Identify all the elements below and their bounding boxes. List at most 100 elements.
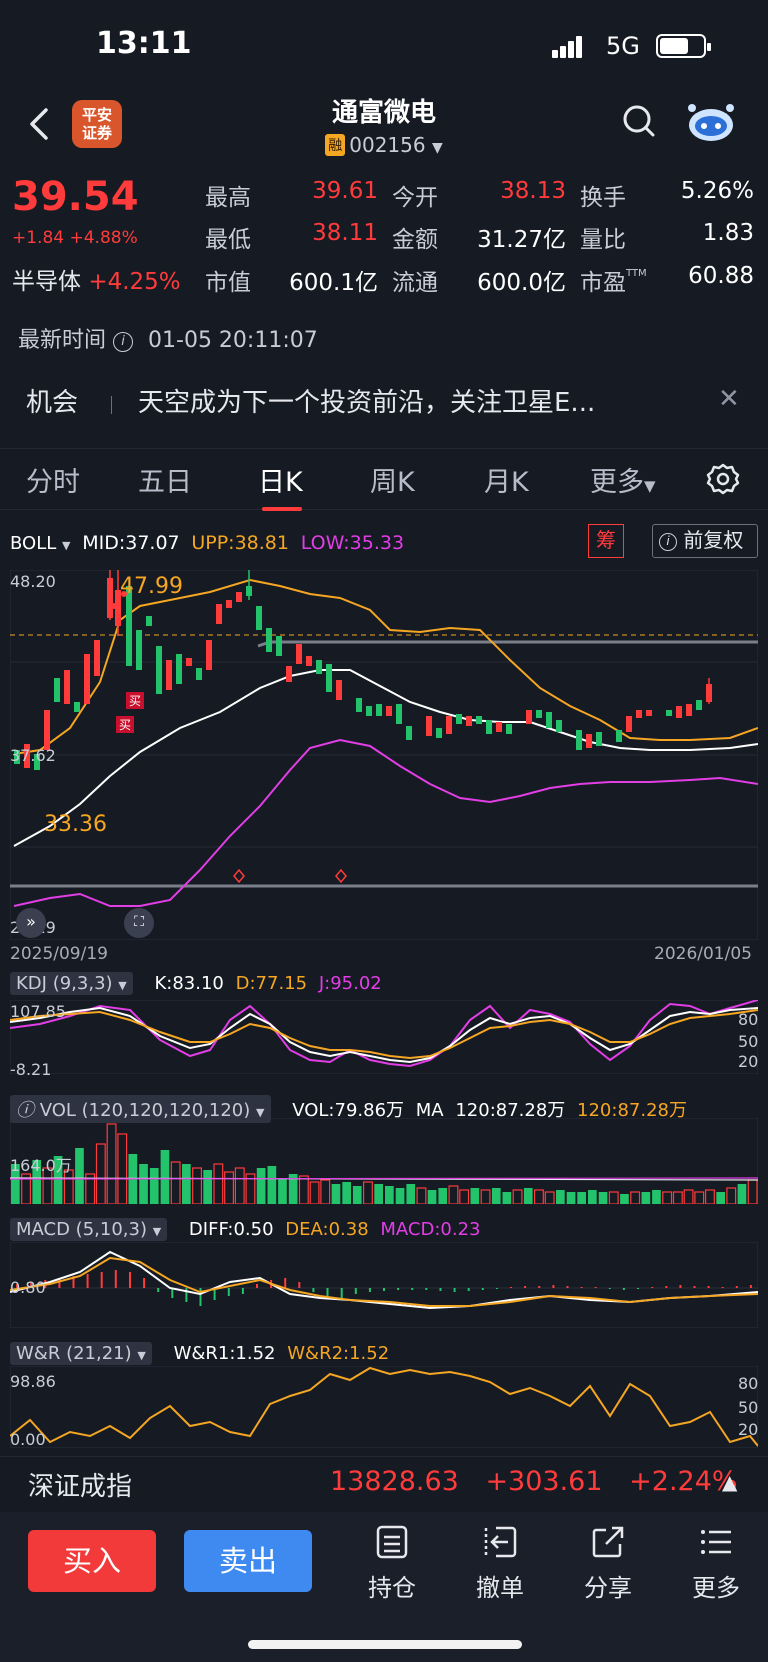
cancel-order-button[interactable]: 撤单 [460, 1524, 540, 1603]
vol-level: 164.0万 [10, 1156, 72, 1175]
macd-bar [213, 1288, 216, 1300]
broker-logo: 平安 证券 [72, 100, 122, 148]
macd-bar [340, 1288, 343, 1298]
volume-bar [11, 1164, 20, 1204]
volume-bar [21, 1173, 31, 1204]
boll-legend[interactable]: BOLL ▼ MID:37.07 UPP:38.81 LOW:35.33 [10, 532, 404, 554]
tab-monthly-k[interactable]: 月K [484, 467, 529, 498]
chip-distribution-button[interactable]: 筹 [588, 524, 624, 558]
stock-code-selector[interactable]: 融 002156 ▼ [0, 133, 768, 157]
macd-bar [256, 1284, 258, 1288]
sector-row[interactable]: 半导体 +4.25% [12, 262, 181, 296]
macd-bar [30, 1282, 33, 1288]
macd-legend[interactable]: MACD (5,10,3) ▼ DIFF:0.50 DEA:0.38 MACD:… [10, 1218, 481, 1241]
info-icon[interactable]: i [113, 332, 134, 352]
open-value: 38.13 [500, 178, 566, 204]
vol-value: VOL:79.86万 [292, 1100, 405, 1121]
kdj-chart[interactable] [10, 1000, 758, 1074]
volume-bar [95, 1143, 106, 1204]
volume-bar [556, 1190, 565, 1204]
volume-bar [85, 1173, 96, 1204]
volume-bar [63, 1169, 74, 1204]
mcap-value: 600.1亿 [289, 270, 378, 296]
info-icon: i [659, 533, 677, 551]
back-icon[interactable] [24, 104, 54, 144]
caret-down-icon: ▼ [62, 539, 71, 552]
volume-bar [395, 1188, 405, 1204]
robot-assistant-icon[interactable] [686, 100, 736, 144]
search-icon[interactable] [622, 104, 656, 138]
macd-bar [72, 1276, 75, 1288]
chart-mid-price: 37.62 [10, 746, 56, 765]
buy-marker: 买 [126, 692, 145, 709]
volume-bar [374, 1184, 383, 1204]
volume-chart[interactable] [10, 1118, 758, 1204]
tab-weekly-k[interactable]: 周K [370, 467, 415, 498]
volume-bar [139, 1164, 148, 1204]
tab-more[interactable]: 更多▼ [590, 467, 656, 498]
macd-bar [100, 1272, 103, 1288]
volume-bar [533, 1189, 544, 1204]
candlestick-chart[interactable] [10, 570, 758, 940]
macd-bar [552, 1285, 555, 1288]
index-ticker-bar[interactable] [0, 1456, 768, 1510]
gear-icon[interactable] [706, 462, 740, 496]
volume-bar [182, 1164, 191, 1204]
more-button[interactable]: 更多 [676, 1524, 756, 1603]
chart-end-date: 2026/01/05 [654, 944, 752, 964]
buy-button[interactable]: 买入 [28, 1530, 156, 1592]
macd-level: 0.80 [10, 1278, 46, 1297]
volume-bar [620, 1194, 629, 1204]
volume-bar [363, 1181, 373, 1204]
battery-icon [656, 34, 711, 58]
volume-bar [117, 1133, 128, 1204]
caret-down-icon: ▼ [431, 140, 443, 156]
news-divider [111, 396, 112, 414]
macd-bar [157, 1288, 160, 1292]
cancel-order-icon [484, 1526, 517, 1558]
wr-legend[interactable]: W&R (21,21) ▼ W&R1:1.52 W&R2:1.52 [10, 1342, 389, 1365]
volume-bar [598, 1192, 608, 1204]
more-label: 更多 [692, 1574, 740, 1602]
macd-bar [524, 1286, 527, 1288]
update-time: 01-05 20:11:07 [148, 328, 318, 353]
news-headline[interactable]: 天空成为下一个投资前沿，关注卫星E... [138, 388, 596, 418]
kdj-legend[interactable]: KDJ (9,3,3) ▼ K:83.10 D:77.15 J:95.02 [10, 972, 382, 995]
macd-bar [608, 1288, 611, 1289]
volume-bar [352, 1186, 362, 1204]
fullscreen-icon[interactable]: ⛶ [124, 908, 154, 938]
adjust-selector[interactable]: i 前复权 [652, 524, 758, 558]
index-name: 深证成指 [28, 1472, 133, 1502]
tab-five-day[interactable]: 五日 [138, 467, 192, 498]
wr-chart[interactable] [10, 1366, 758, 1448]
macd-bar [693, 1286, 696, 1288]
volume-bar [608, 1191, 619, 1204]
volume-bar [448, 1185, 459, 1204]
tab-intraday[interactable]: 分时 [26, 467, 80, 498]
share-icon [592, 1526, 624, 1558]
expand-up-icon[interactable]: ▲ [722, 1470, 738, 1494]
positions-button[interactable]: 持仓 [352, 1524, 432, 1603]
index-change: +303.61 [485, 1466, 603, 1497]
turnover-label: 换手 [580, 185, 626, 211]
volume-bar [213, 1163, 224, 1204]
amount-label: 金额 [392, 227, 438, 253]
stock-name: 通富微电 [331, 98, 436, 128]
period-tabs [0, 448, 768, 510]
sell-button[interactable]: 卖出 [184, 1530, 312, 1592]
macd-chart[interactable] [10, 1242, 758, 1328]
share-button[interactable]: 分享 [568, 1524, 648, 1603]
float-value: 600.0亿 [477, 270, 566, 296]
macd-bar [16, 1284, 19, 1288]
macd-macd: MACD:0.23 [380, 1219, 481, 1240]
macd-bar [312, 1288, 315, 1292]
close-icon[interactable]: ✕ [718, 384, 740, 414]
boll-name: BOLL [10, 533, 57, 554]
wr-bottom: 0.00 [10, 1430, 46, 1449]
chart-start-date: 2025/09/19 [10, 944, 108, 964]
chart-high-mark: 47.99 [120, 574, 183, 599]
volume-bar [385, 1186, 394, 1204]
tab-daily-k[interactable]: 日K [258, 467, 303, 498]
expand-sidebar-icon[interactable]: » [16, 908, 46, 938]
macd-bar [227, 1288, 230, 1296]
